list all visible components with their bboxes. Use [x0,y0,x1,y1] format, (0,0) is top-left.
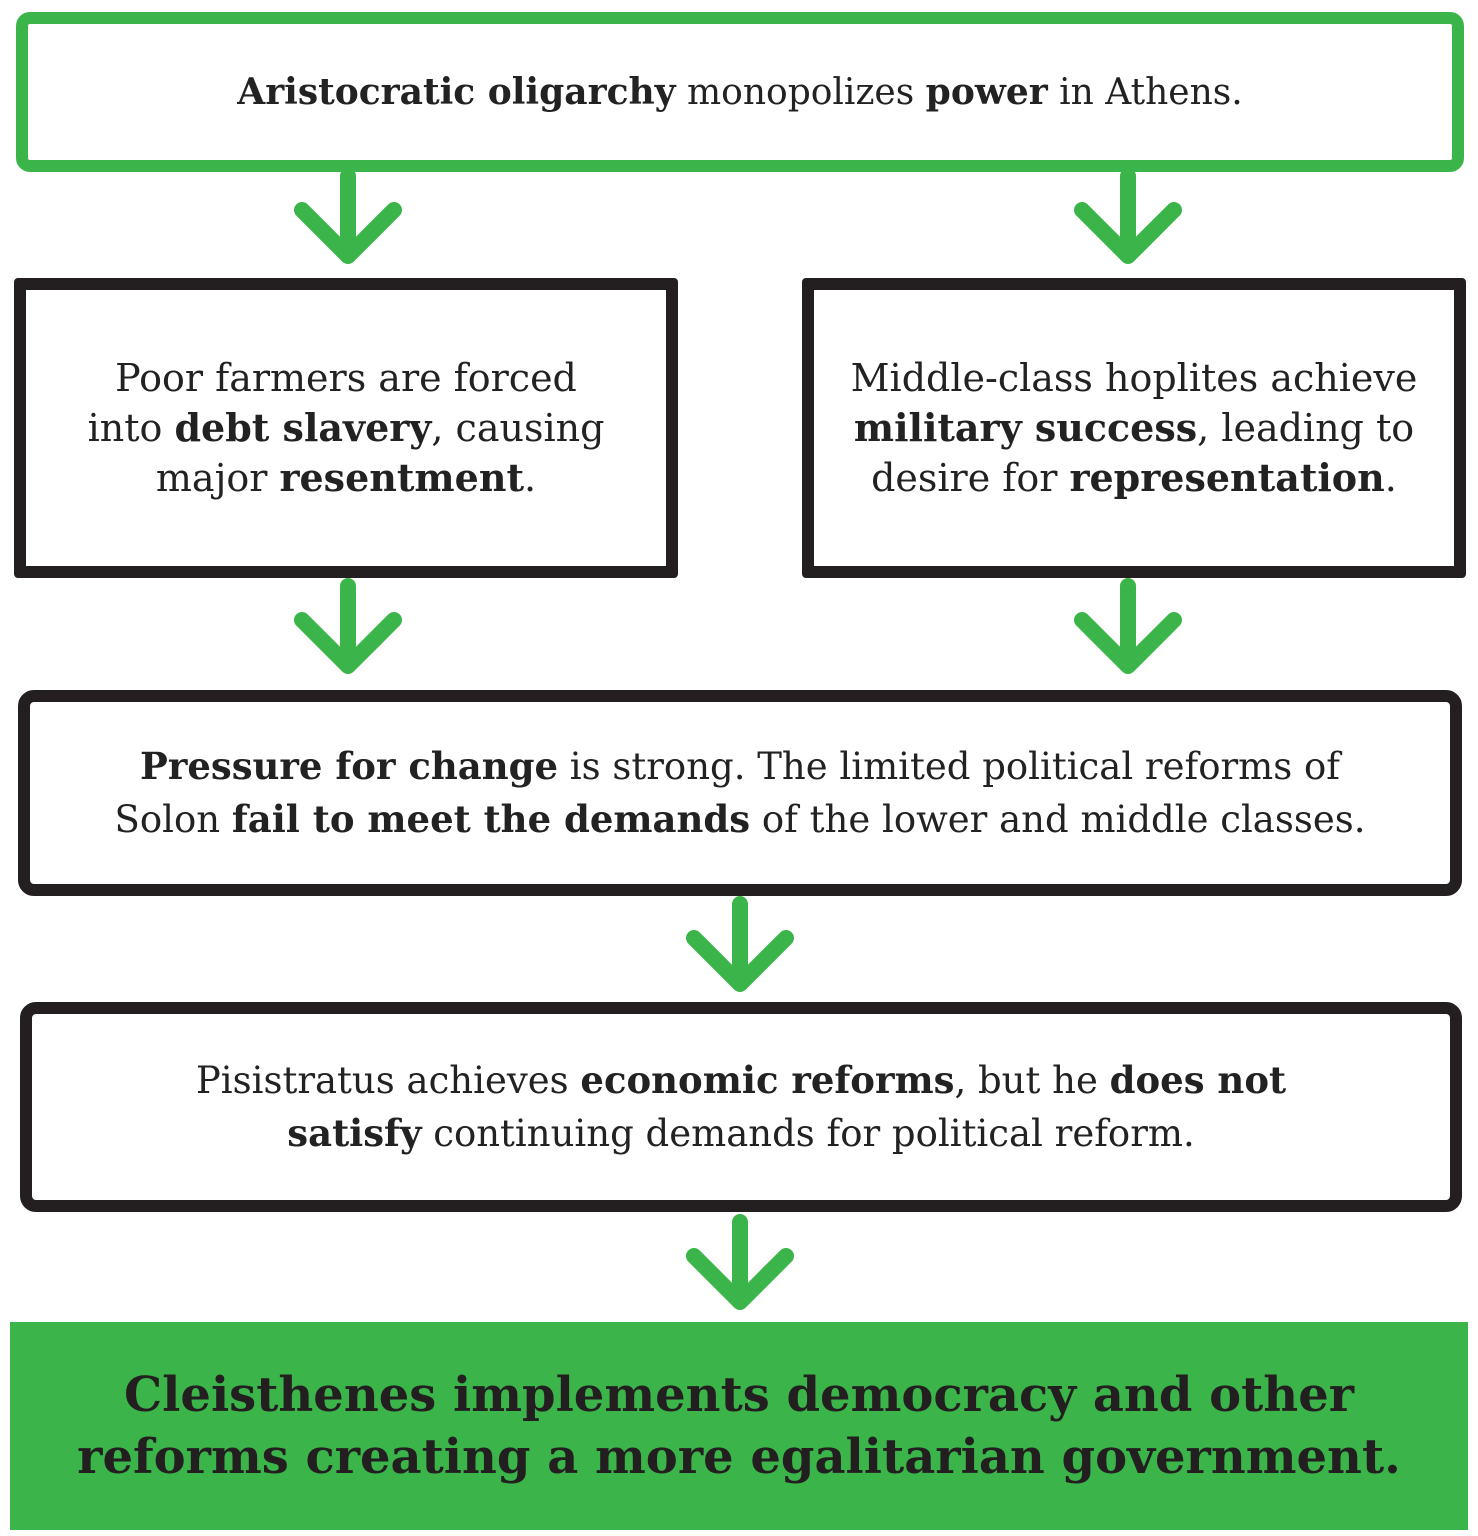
pressure-box: Pressure for change is strong. The limit… [18,690,1462,896]
pisistratus-bold-satisfy: satisfy [287,1111,422,1155]
cleisthenes-line-1: Cleisthenes implements democracy and oth… [123,1367,1355,1423]
farmers-line-2c: , causing [431,406,605,450]
arrow-down-icon [1068,168,1188,278]
arrow-down-icon [680,896,800,1006]
cleisthenes-text: Cleisthenes implements democracy and oth… [77,1364,1401,1488]
farmers-bold-resentment: resentment [279,455,524,500]
hoplites-bold-representation: representation [1069,455,1385,500]
oligarchy-text-2: monopolizes [675,72,926,113]
oligarchy-text: Aristocratic oligarchy monopolizes power… [237,71,1242,113]
farmers-bold-debt: debt slavery [174,405,432,450]
pressure-line-1c: is strong. The limited political reforms… [558,745,1340,788]
pressure-bold-fail: fail to meet the demands [231,797,751,841]
oligarchy-box: Aristocratic oligarchy monopolizes power… [16,12,1464,172]
arrow-down-icon [288,168,408,278]
pisistratus-bold-economic: economic reforms [580,1058,955,1102]
hoplites-box: Middle-class hoplites achieve military s… [802,278,1466,578]
oligarchy-bold-1: Aristocratic oligarchy [237,71,676,113]
farmers-line-3a: major [155,456,280,500]
cleisthenes-line-2: reforms creating a more egalitarian gove… [77,1429,1401,1485]
pisistratus-text: Pisistratus achieves economic reforms, b… [196,1054,1286,1160]
hoplites-line-3a: desire for [871,456,1070,500]
pisistratus-bold-doesnot: does not [1109,1058,1287,1102]
pressure-line-2c: of the lower and middle classes. [750,798,1366,841]
pisistratus-line-1a: Pisistratus achieves [195,1059,581,1102]
pisistratus-line-1c: , but he [954,1059,1110,1102]
pressure-bold: Pressure for change [140,744,559,788]
farmers-text: Poor farmers are forced into debt slaver… [88,353,605,503]
pressure-text: Pressure for change is strong. The limit… [115,740,1366,846]
hoplites-line-3c: . [1384,456,1397,500]
pressure-line-2a: Solon [114,798,232,841]
hoplites-text: Middle-class hoplites achieve military s… [851,353,1418,503]
pisistratus-line-2c: continuing demands for political reform. [421,1112,1195,1155]
arrow-down-icon [288,578,408,688]
farmers-line-2a: into [87,406,175,450]
arrow-down-icon [1068,578,1188,688]
hoplites-bold-military: military success [853,405,1198,450]
farmers-line-3c: . [524,456,537,500]
oligarchy-text-4: in Athens. [1047,72,1243,113]
farmers-line-1: Poor farmers are forced [115,356,577,400]
arrow-down-icon [680,1214,800,1324]
pisistratus-box: Pisistratus achieves economic reforms, b… [20,1002,1462,1212]
hoplites-line-1: Middle-class hoplites achieve [850,356,1418,400]
hoplites-line-2c: , leading to [1197,406,1415,450]
farmers-box: Poor farmers are forced into debt slaver… [14,278,678,578]
oligarchy-bold-2: power [925,71,1048,113]
cleisthenes-box: Cleisthenes implements democracy and oth… [10,1322,1468,1530]
